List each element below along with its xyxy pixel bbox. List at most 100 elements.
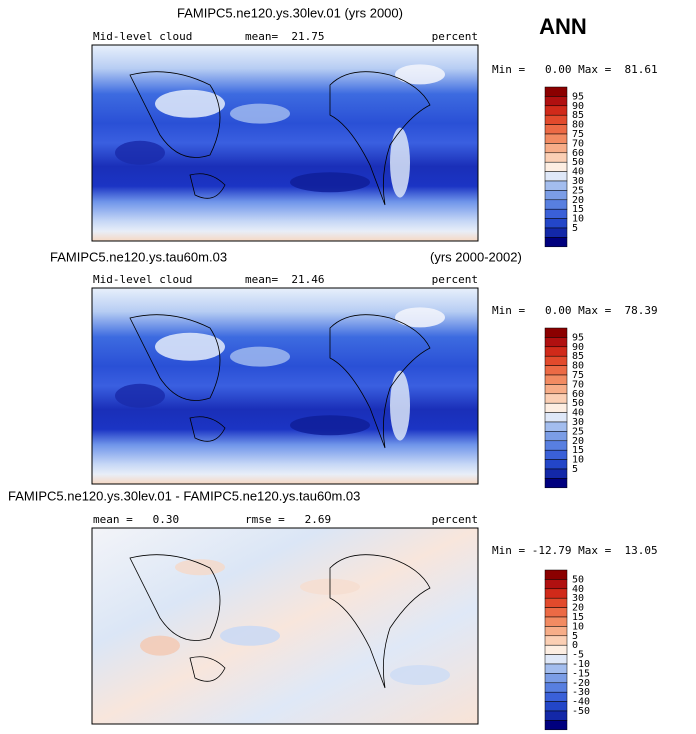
min-max: Min = 0.00 Max = 81.61 xyxy=(492,63,658,76)
colorbar-label: 80 xyxy=(572,120,584,131)
map-region xyxy=(290,415,370,436)
map-region xyxy=(290,172,370,193)
colorbar-label: 70 xyxy=(572,138,584,149)
colorbar-label: -15 xyxy=(572,668,590,679)
colorbar-label: -5 xyxy=(572,650,584,661)
min-max: Min = 0.00 Max = 78.39 xyxy=(492,304,658,317)
colorbar-label: -40 xyxy=(572,697,590,708)
stat: mean= 21.75 xyxy=(245,30,324,43)
map-region xyxy=(390,370,410,441)
colorbar-box xyxy=(544,152,568,163)
colorbar-box xyxy=(544,478,568,489)
colorbar-label: 50 xyxy=(572,574,584,585)
map-region xyxy=(395,64,445,85)
coastline xyxy=(129,71,431,206)
map-region xyxy=(115,383,165,408)
colorbar-label: -10 xyxy=(572,659,590,670)
colorbar-box xyxy=(544,161,568,172)
colorbar-box xyxy=(544,96,568,107)
colorbar-label: 80 xyxy=(572,361,584,372)
colorbar-label: 75 xyxy=(572,370,584,381)
stat: rmse = 2.69 xyxy=(245,513,331,526)
colorbar-box xyxy=(544,720,568,731)
colorbar-label: 25 xyxy=(572,426,584,437)
colorbar-box xyxy=(544,654,568,665)
colorbar-box xyxy=(544,180,568,191)
colorbar-box xyxy=(544,327,568,338)
coastline xyxy=(129,314,431,449)
colorbar-box xyxy=(544,468,568,479)
colorbar-label: -50 xyxy=(572,706,590,717)
colorbar-label: 85 xyxy=(572,110,584,121)
map-region xyxy=(140,635,180,656)
map-region xyxy=(115,140,165,165)
colorbar-box xyxy=(544,218,568,229)
stat: mean = 0.30 xyxy=(93,513,179,526)
colorbar-label: 30 xyxy=(572,417,584,428)
colorbar-label: 85 xyxy=(572,351,584,362)
colorbar-label: 95 xyxy=(572,91,584,102)
colorbar-box xyxy=(544,384,568,395)
colorbar-label: 5 xyxy=(572,631,578,642)
colorbar-label: 90 xyxy=(572,101,584,112)
colorbar-label: 60 xyxy=(572,389,584,400)
colorbar-box xyxy=(544,114,568,125)
map-region xyxy=(220,625,280,646)
colorbar-box xyxy=(544,673,568,684)
colorbar-box xyxy=(544,597,568,608)
colorbar-label: 50 xyxy=(572,398,584,409)
colorbar-box xyxy=(544,337,568,348)
colorbar-label: 75 xyxy=(572,129,584,140)
colorbar-box xyxy=(544,393,568,404)
colorbar-label: 50 xyxy=(572,157,584,168)
colorbar-label: 70 xyxy=(572,379,584,390)
colorbar-label: 15 xyxy=(572,204,584,215)
colorbar-label: -30 xyxy=(572,687,590,698)
colorbar-box xyxy=(544,431,568,442)
colorbar-box xyxy=(544,626,568,637)
colorbar-label: 95 xyxy=(572,332,584,343)
colorbar-label: 20 xyxy=(572,436,584,447)
colorbar-box xyxy=(544,86,568,97)
colorbar-label: 20 xyxy=(572,603,584,614)
colorbar-box xyxy=(544,616,568,627)
colorbar-box xyxy=(544,374,568,385)
colorbar-label: 30 xyxy=(572,176,584,187)
coastline xyxy=(129,554,431,689)
colorbar-box xyxy=(544,710,568,721)
colorbar-box xyxy=(544,579,568,590)
colorbar-box xyxy=(544,199,568,210)
colorbar-box xyxy=(544,124,568,135)
panel-title: FAMIPC5.ne120.ys.30lev.01 - FAMIPC5.ne12… xyxy=(8,488,360,503)
colorbar-label: 10 xyxy=(572,621,584,632)
colorbar-box xyxy=(544,171,568,182)
min-max: Min = -12.79 Max = 13.05 xyxy=(492,544,658,557)
colorbar-label: 20 xyxy=(572,195,584,206)
colorbar-box xyxy=(544,133,568,144)
colorbar-box xyxy=(544,105,568,116)
variable: Mid-level cloud xyxy=(93,30,192,43)
colorbar-label: 30 xyxy=(572,593,584,604)
colorbar-box xyxy=(544,227,568,238)
map-frame xyxy=(91,287,479,485)
colorbar-box xyxy=(544,355,568,366)
colorbar-label: 25 xyxy=(572,185,584,196)
colorbar-box xyxy=(544,569,568,580)
colorbar-label: -20 xyxy=(572,678,590,689)
colorbar-box xyxy=(544,143,568,154)
units: percent xyxy=(432,30,478,43)
colorbar-label: 40 xyxy=(572,584,584,595)
colorbar-box xyxy=(544,449,568,460)
colorbar-box xyxy=(544,682,568,693)
units: percent xyxy=(432,513,478,526)
colorbar-label: 5 xyxy=(572,223,578,234)
map-frame xyxy=(91,527,479,725)
colorbar-box xyxy=(544,346,568,357)
map-region xyxy=(395,307,445,328)
colorbar-box xyxy=(544,440,568,451)
colorbar-label: 60 xyxy=(572,148,584,159)
map-region xyxy=(230,346,290,367)
colorbar-box xyxy=(544,701,568,712)
colorbar-box xyxy=(544,635,568,646)
